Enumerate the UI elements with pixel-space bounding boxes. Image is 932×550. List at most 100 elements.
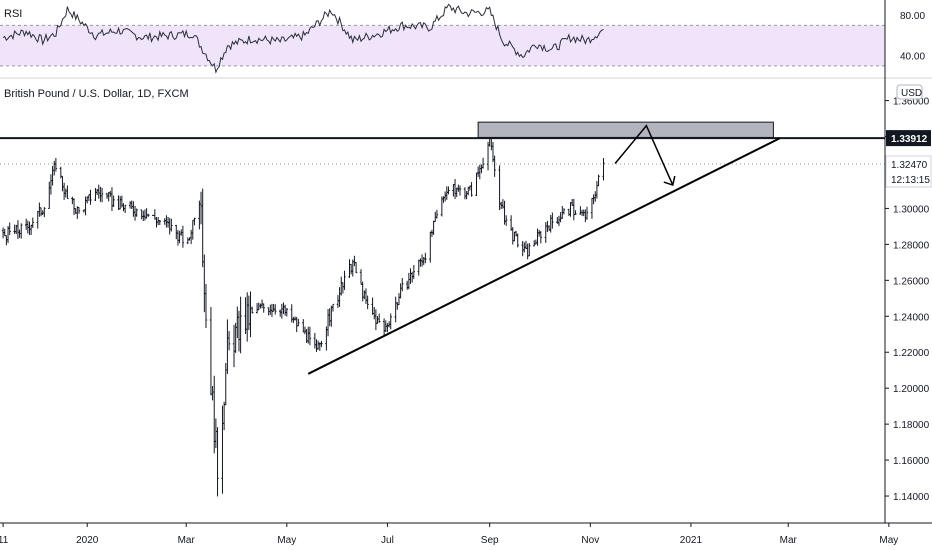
candle <box>209 307 213 396</box>
candle <box>457 184 460 192</box>
candle <box>315 339 318 352</box>
candle <box>201 188 204 268</box>
candle <box>232 324 236 368</box>
candle <box>475 172 478 196</box>
candle <box>491 141 495 163</box>
candle <box>51 166 54 186</box>
candle <box>537 229 541 237</box>
candle <box>595 181 599 199</box>
candle <box>54 157 58 172</box>
price-tick-label: 1.22000 <box>893 348 930 359</box>
candle <box>143 209 147 221</box>
candle <box>422 256 425 265</box>
candle <box>236 306 239 339</box>
candle <box>62 182 66 200</box>
candle <box>447 186 450 195</box>
candle <box>476 166 480 177</box>
candle <box>117 195 120 210</box>
candle <box>120 195 124 208</box>
candle <box>181 225 185 248</box>
candle <box>399 283 402 299</box>
currency-badge: USD <box>896 84 923 100</box>
candle <box>43 207 46 218</box>
candle <box>239 296 242 354</box>
rsi-tick-label: 40.00 <box>900 52 925 63</box>
countdown-label: 12:13:15 <box>891 175 930 186</box>
candle <box>153 209 157 220</box>
candle <box>226 319 229 374</box>
candle <box>481 157 485 169</box>
rsi-axis: 80.00 40.00 <box>900 11 925 63</box>
time-tick-label: Nov <box>581 535 599 546</box>
candle <box>470 182 473 197</box>
time-tick-label: Jul <box>381 535 394 546</box>
candle <box>292 316 295 323</box>
candle <box>36 210 39 229</box>
candle <box>119 196 122 210</box>
candle <box>168 218 171 235</box>
candle <box>376 316 379 324</box>
candle <box>147 213 150 217</box>
price-tick-label: 1.24000 <box>893 312 930 323</box>
candle <box>16 220 20 240</box>
candle <box>592 194 595 205</box>
resistance-pill <box>886 130 931 147</box>
candle <box>203 254 206 313</box>
candle <box>262 303 265 313</box>
candle <box>443 191 447 202</box>
candle <box>373 306 376 320</box>
price-tick-label: 1.14000 <box>893 492 930 503</box>
rsi-line <box>2 3 604 74</box>
candle <box>303 326 307 335</box>
candle <box>424 252 427 264</box>
candle <box>544 222 547 243</box>
candle <box>71 196 74 205</box>
candle <box>270 303 274 317</box>
candle <box>353 255 356 267</box>
candle <box>579 206 582 215</box>
trendline <box>307 137 781 375</box>
candle <box>366 295 369 310</box>
price-tick-label: 1.18000 <box>893 420 930 431</box>
candle <box>562 208 566 215</box>
time-axis[interactable]: 11 2020 Mar May Jul Sep Nov 2021 Mar May <box>0 523 898 546</box>
candle <box>328 308 331 327</box>
candles <box>1 131 605 497</box>
candle <box>250 306 254 314</box>
candle <box>349 263 353 275</box>
supply-zone <box>477 121 774 138</box>
candle <box>340 276 343 296</box>
candle <box>49 174 53 195</box>
currency-label: USD <box>901 88 922 99</box>
candle <box>123 204 127 213</box>
candle <box>53 160 56 176</box>
candle <box>430 229 434 237</box>
candle <box>176 230 180 246</box>
candle <box>458 185 462 196</box>
candle <box>326 309 330 337</box>
candle <box>280 303 284 319</box>
price-tick-label: 1.28000 <box>893 240 930 251</box>
candle <box>465 190 468 200</box>
candle <box>61 175 64 192</box>
candle <box>97 184 100 199</box>
price-tick-label: 1.30000 <box>893 204 930 215</box>
time-tick-label: 2020 <box>76 535 99 546</box>
candle <box>363 290 366 300</box>
candle <box>39 207 43 217</box>
resistance-pill-label: 1.33912 <box>891 134 928 145</box>
candle <box>539 231 543 244</box>
candle <box>99 186 102 202</box>
candle <box>158 220 161 226</box>
candle <box>445 186 449 200</box>
candle <box>452 184 455 197</box>
candle <box>377 313 381 323</box>
candle <box>283 304 287 316</box>
candle <box>285 307 289 317</box>
projection-arrow <box>614 124 674 186</box>
candle <box>48 181 51 209</box>
candle <box>84 196 87 216</box>
candle <box>493 155 496 177</box>
candle <box>354 262 358 274</box>
time-tick-label: 11 <box>0 535 9 546</box>
